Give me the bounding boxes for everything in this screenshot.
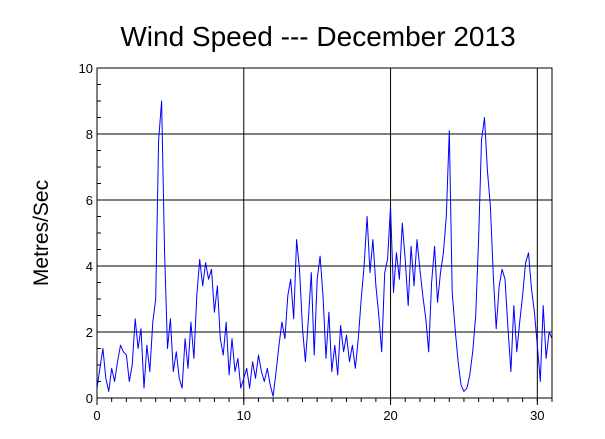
y-tick-label-0: 0: [86, 391, 93, 406]
x-axis-ticks: 0 10 20 30: [93, 398, 545, 423]
x-tick-label-0: 0: [93, 408, 100, 423]
y-axis-label: Metres/Sec: [30, 180, 53, 286]
minor-ticks: [96, 67, 553, 402]
series-layer: [96, 100, 553, 397]
x-tick-label-30: 30: [530, 408, 544, 423]
y-tick-label-2: 2: [86, 325, 93, 340]
grid-lines: [97, 68, 552, 398]
y-tick-label-4: 4: [86, 259, 93, 274]
series-line-0: [96, 100, 553, 397]
x-tick-label-20: 20: [383, 408, 397, 423]
plot-area-frame: [96, 67, 553, 399]
y-tick-label-8: 8: [86, 127, 93, 142]
y-tick-label-10: 10: [79, 61, 93, 76]
y-tick-label-6: 6: [86, 193, 93, 208]
x-tick-label-10: 10: [237, 408, 251, 423]
chart-title: Wind Speed --- December 2013: [120, 21, 515, 52]
y-axis-ticks: 0 2 4 6 8 10: [79, 61, 105, 406]
